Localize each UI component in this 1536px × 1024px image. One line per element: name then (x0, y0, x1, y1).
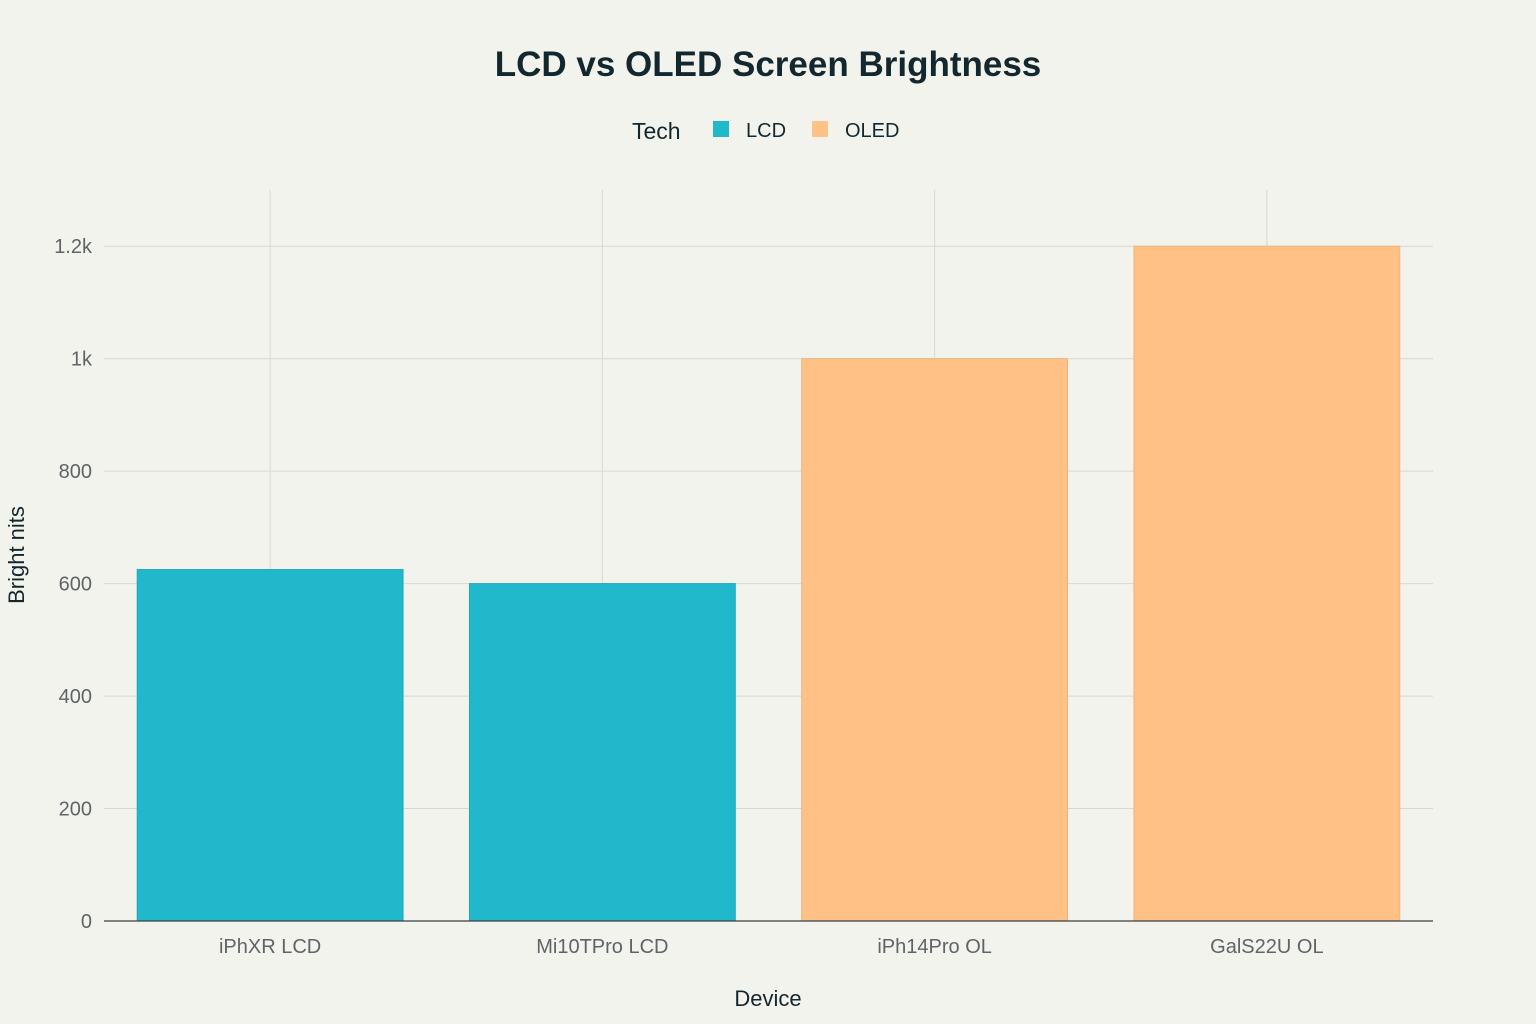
x-axis-title: Device (734, 986, 801, 1011)
y-tick-label: 200 (59, 799, 92, 821)
y-tick-label: 400 (59, 686, 92, 708)
y-tick-label: 800 (59, 461, 92, 483)
legend-swatch-oled (812, 121, 828, 137)
legend-label-lcd: LCD (746, 120, 786, 142)
vertical-gridlines (269, 190, 1268, 921)
x-tick-labels: iPhXR LCD Mi10TPro LCD iPh14Pro OL GalS22U … (219, 936, 1324, 958)
y-tick-label: 1.2k (54, 236, 93, 258)
y-tick-label: 600 (59, 574, 92, 596)
bar-iph14pro-ol (801, 358, 1069, 922)
x-tick-label: iPh14Pro OL (877, 936, 992, 958)
legend: Tech LCD OLED (632, 118, 899, 144)
bar-iphxr-lcd (136, 569, 404, 922)
y-tick-label: 0 (81, 911, 92, 933)
y-tick-label: 1k (71, 349, 93, 371)
legend-title: Tech (632, 118, 681, 144)
chart-title: LCD vs OLED Screen Brightness (495, 45, 1042, 84)
x-tick-label: iPhXR LCD (219, 936, 321, 958)
x-tick-label: Mi10TPro LCD (536, 936, 668, 958)
bar-mi10tpro-lcd (468, 583, 736, 922)
y-tick-labels: 0 200 400 600 800 1k 1.2k (54, 236, 93, 933)
legend-label-oled: OLED (845, 120, 899, 142)
y-axis-title: Bright nits (4, 506, 29, 604)
legend-swatch-lcd (713, 121, 729, 137)
bar-gals22u-ol (1133, 245, 1401, 922)
x-tick-label: GalS22U OL (1210, 936, 1323, 958)
